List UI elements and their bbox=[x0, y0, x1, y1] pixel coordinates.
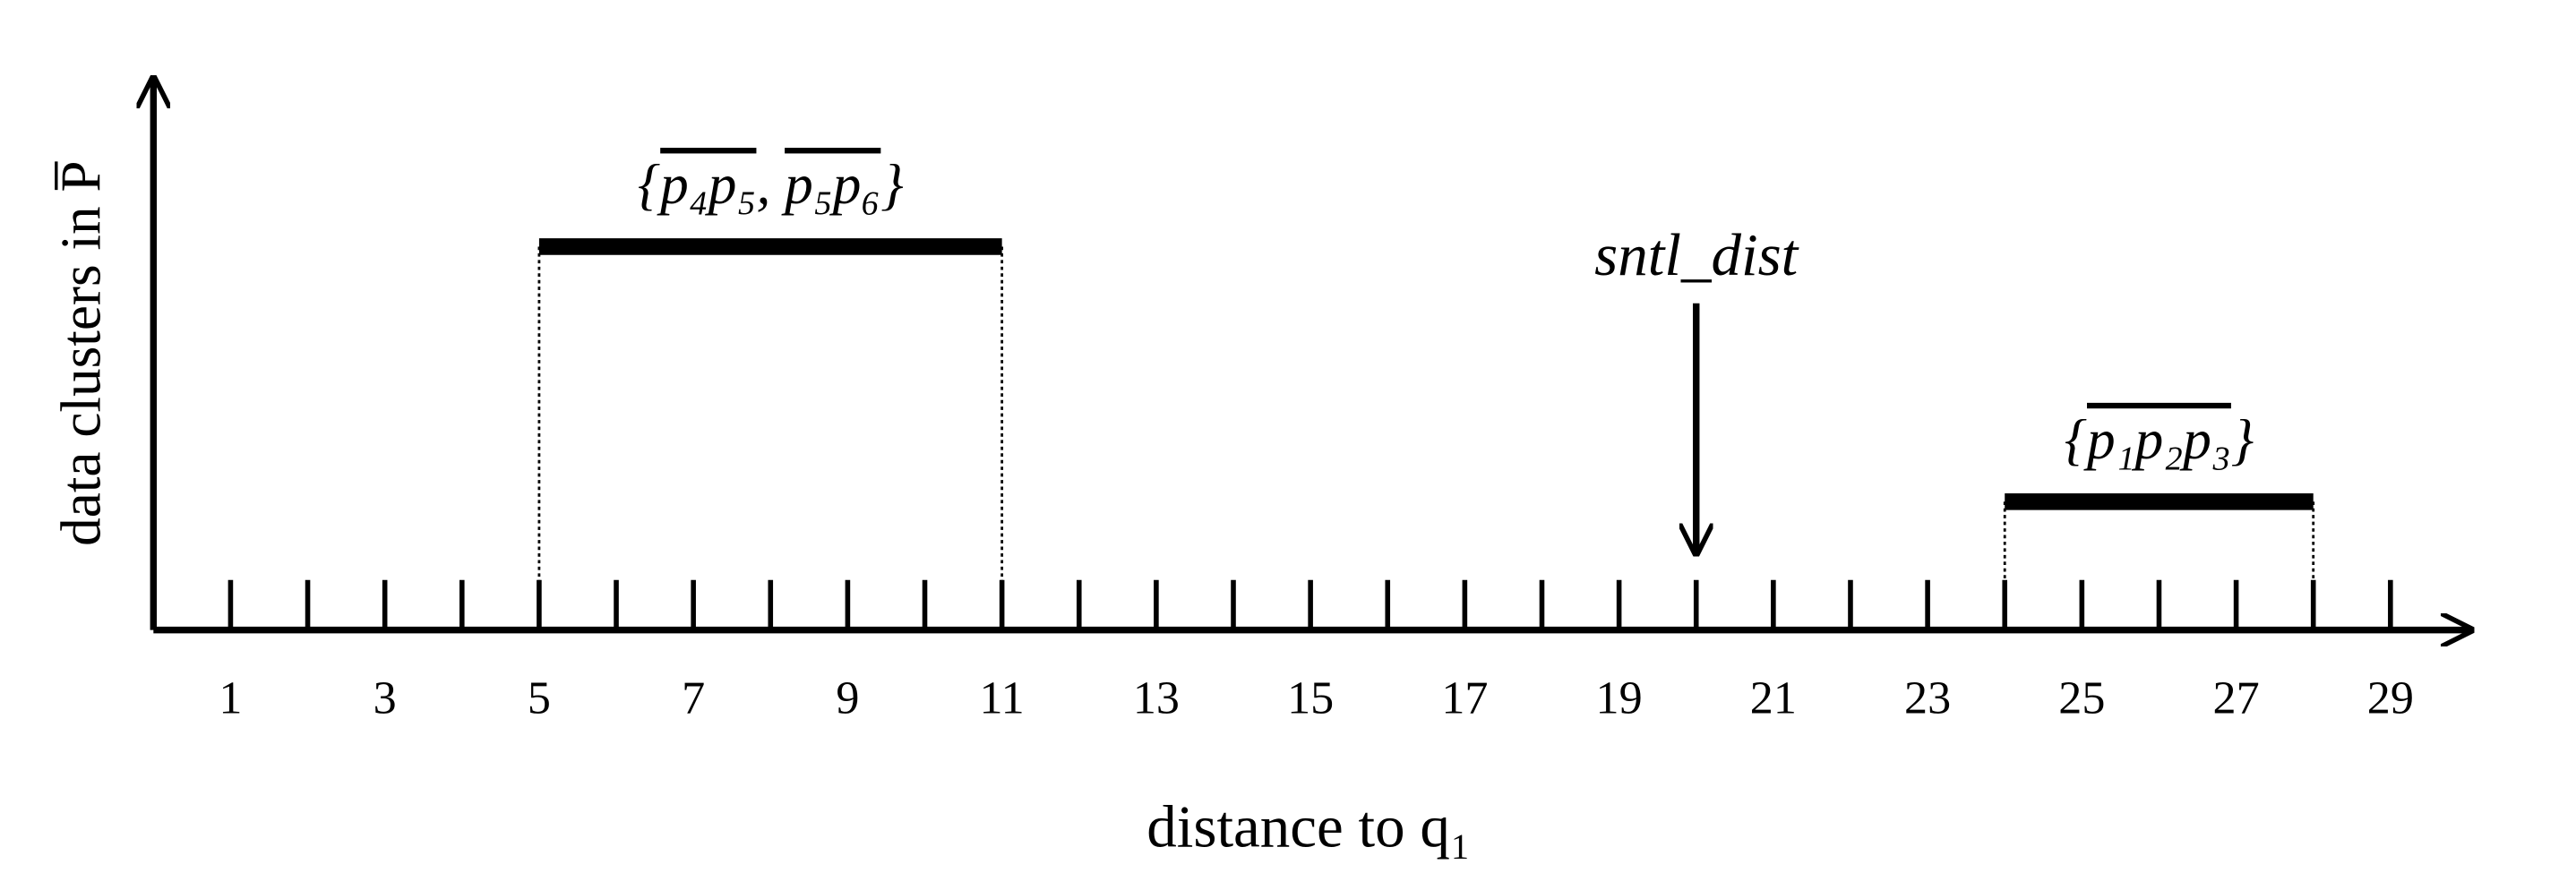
interval-label-part: { bbox=[638, 153, 660, 216]
interval-label: {p₄p₅, p₅p₆} bbox=[638, 153, 904, 216]
interval-label-part: p₄p₅ bbox=[657, 153, 756, 216]
interval-label-part: , bbox=[756, 153, 785, 216]
x-tick-label: 5 bbox=[528, 673, 551, 724]
interval-label-part: } bbox=[880, 153, 903, 216]
x-tick-label: 3 bbox=[374, 673, 397, 724]
x-tick-label: 23 bbox=[1904, 673, 1951, 724]
x-tick-label: 19 bbox=[1596, 673, 1643, 724]
x-tick-label: 13 bbox=[1133, 673, 1180, 724]
x-tick-label: 25 bbox=[2058, 673, 2105, 724]
y-axis-label: data clusters in P̅ bbox=[50, 160, 113, 545]
interval-label-part: p₁p₂p₃ bbox=[2083, 408, 2231, 471]
interval-label-part: } bbox=[2231, 408, 2254, 471]
x-tick-label: 7 bbox=[682, 673, 705, 724]
interval-label-part: { bbox=[2065, 408, 2087, 471]
x-tick-label: 15 bbox=[1287, 673, 1334, 724]
x-tick-label: 1 bbox=[219, 673, 242, 724]
interval-label-part: p₅p₆ bbox=[781, 153, 880, 216]
x-tick-label: 29 bbox=[2367, 673, 2414, 724]
x-tick-label: 11 bbox=[980, 673, 1025, 724]
x-axis-label: distance to q₁ bbox=[1146, 794, 1471, 860]
x-tick-label: 17 bbox=[1441, 673, 1488, 724]
marker-label: sntl_dist bbox=[1594, 222, 1799, 288]
interval-label: {p₁p₂p₃} bbox=[2065, 408, 2254, 471]
x-tick-label: 27 bbox=[2213, 673, 2260, 724]
x-tick-label: 9 bbox=[836, 673, 859, 724]
x-tick-label: 21 bbox=[1750, 673, 1797, 724]
